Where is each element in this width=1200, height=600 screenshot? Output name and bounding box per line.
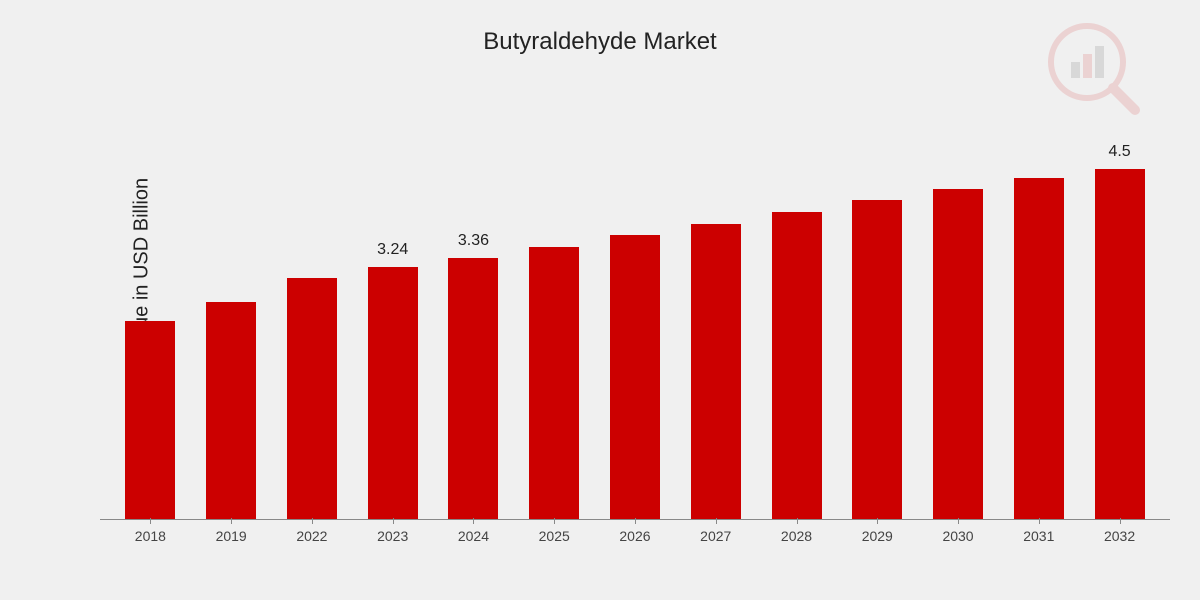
x-axis-tick: 2024 [443,520,503,544]
chart-plot-area: 3.24 3.36 4.5 [100,130,1170,520]
bar [206,302,256,520]
bar [691,224,741,520]
x-axis-tick: 2030 [928,520,988,544]
x-axis-tick: 2026 [605,520,665,544]
bar [610,235,660,520]
watermark-logo [1045,20,1145,120]
bar [448,258,498,520]
bar [933,189,983,521]
bar-group [847,200,907,520]
bar-group: 4.5 [1090,169,1150,520]
x-axis-labels: 2018 2019 2022 2023 2024 2025 2026 2027 2028 2029… [100,520,1170,544]
x-axis-tick: 2019 [201,520,261,544]
x-axis-tick: 2028 [767,520,827,544]
bar [1095,169,1145,520]
bar [287,278,337,520]
bar [125,321,175,520]
bar-group [767,212,827,520]
bar-group: 3.24 [363,267,423,520]
bar-group [686,224,746,520]
bar-group [120,321,180,520]
chart-title: Butyraldehyde Market [0,0,1200,56]
bar [529,247,579,520]
bar [368,267,418,520]
bar-value-label: 4.5 [1108,143,1130,161]
bar-value-label: 3.24 [377,241,408,259]
bar-group: 3.36 [443,258,503,520]
bar-value-label: 3.36 [458,232,489,250]
x-axis-tick: 2029 [847,520,907,544]
x-axis-tick: 2032 [1090,520,1150,544]
bar-group [201,302,261,520]
x-axis-tick: 2018 [120,520,180,544]
bar-group [524,247,584,520]
bars-container: 3.24 3.36 4.5 [100,130,1170,520]
bar-group [282,278,342,520]
bar [852,200,902,520]
bar-group [1009,178,1069,520]
x-axis-tick: 2031 [1009,520,1069,544]
x-axis-tick: 2022 [282,520,342,544]
bar [1014,178,1064,520]
bar [772,212,822,520]
x-axis-tick: 2025 [524,520,584,544]
x-axis-tick: 2027 [686,520,746,544]
x-axis-tick: 2023 [363,520,423,544]
bar-group [605,235,665,520]
bar-group [928,189,988,521]
